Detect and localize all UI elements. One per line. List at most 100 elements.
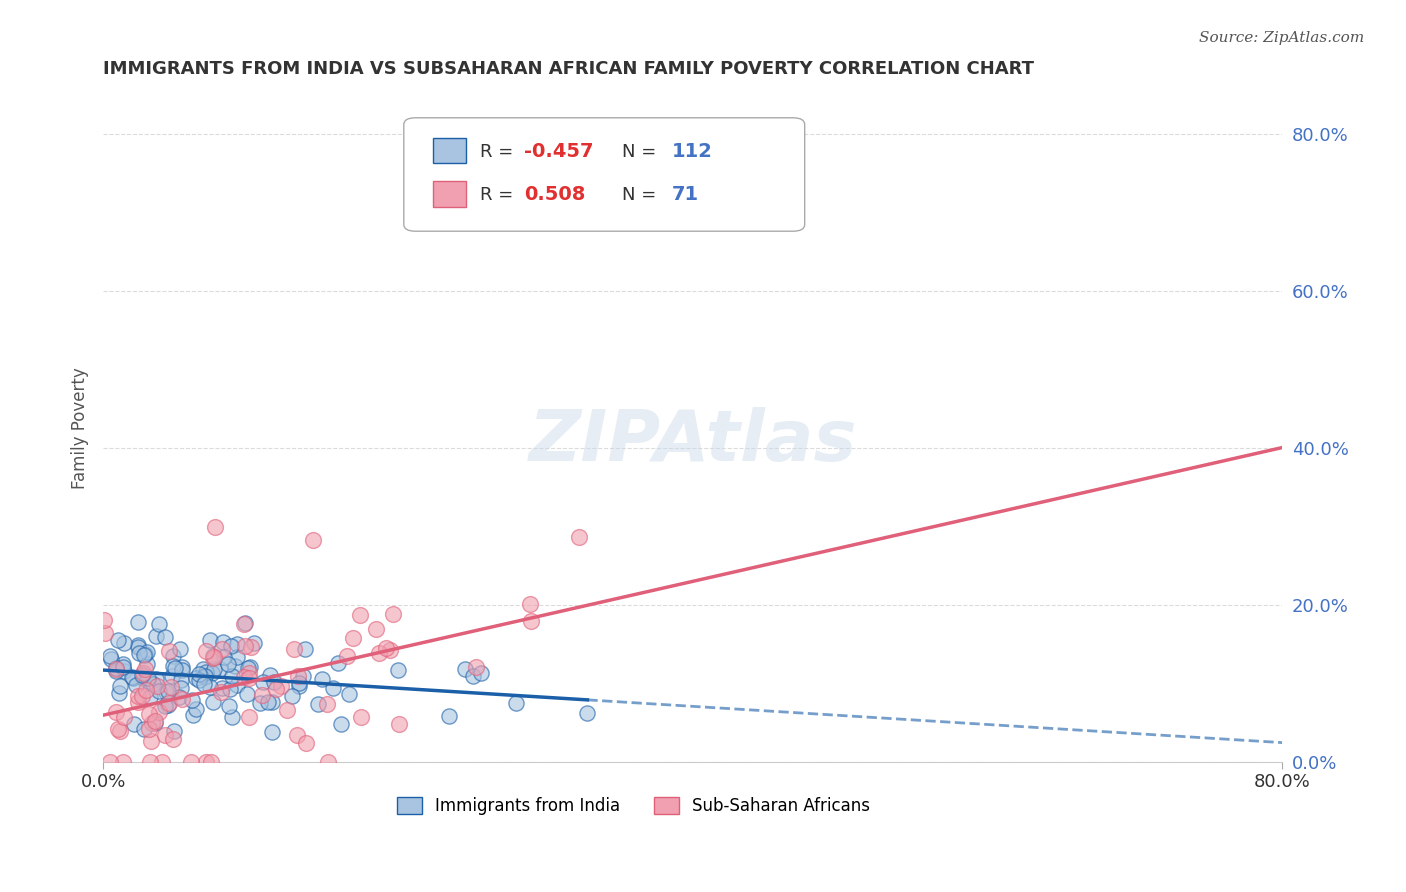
Point <box>180 755 202 769</box>
Point <box>112 660 135 674</box>
Point <box>350 710 373 724</box>
Text: -0.457: -0.457 <box>524 143 593 161</box>
Text: R =: R = <box>481 186 526 203</box>
Point <box>202 649 225 664</box>
Point <box>336 648 359 663</box>
Point <box>576 706 599 720</box>
Point <box>157 698 180 712</box>
Point <box>287 679 309 693</box>
Point <box>316 698 339 712</box>
Point <box>187 667 209 681</box>
Point <box>181 692 204 706</box>
Point <box>208 662 231 676</box>
Point <box>105 706 128 720</box>
Point <box>100 651 122 665</box>
Point <box>249 696 271 710</box>
Text: 71: 71 <box>672 185 699 204</box>
Point <box>187 673 209 687</box>
Point <box>127 694 149 708</box>
Point <box>464 660 486 674</box>
Point <box>236 660 259 674</box>
Point <box>98 648 121 663</box>
Point <box>108 686 131 700</box>
Point <box>374 641 396 656</box>
Point <box>260 725 283 739</box>
Point <box>195 755 218 769</box>
Point <box>145 629 167 643</box>
Point <box>132 722 155 736</box>
Point <box>225 637 247 651</box>
Point <box>138 674 160 689</box>
Point <box>148 616 170 631</box>
Point <box>112 636 135 650</box>
Point <box>252 675 274 690</box>
Point <box>202 662 225 676</box>
Point <box>209 685 232 699</box>
Point <box>107 722 129 736</box>
Point <box>131 689 153 703</box>
Point <box>388 716 411 731</box>
Point <box>378 643 401 657</box>
Text: ZIPAtlas: ZIPAtlas <box>529 407 856 476</box>
Text: 0.508: 0.508 <box>524 185 585 204</box>
Point <box>112 709 135 723</box>
Point <box>567 530 589 544</box>
Point <box>307 697 329 711</box>
Point <box>94 626 117 640</box>
Point <box>280 689 302 703</box>
Point <box>153 728 176 742</box>
Point <box>93 613 115 627</box>
Point <box>145 672 167 686</box>
Point <box>170 663 193 677</box>
Text: Source: ZipAtlas.com: Source: ZipAtlas.com <box>1198 31 1364 45</box>
Point <box>167 690 190 704</box>
Point <box>108 724 131 739</box>
Text: N =: N = <box>621 186 662 203</box>
Point <box>107 633 129 648</box>
Point <box>387 664 409 678</box>
Point <box>226 678 249 692</box>
Point <box>108 679 131 693</box>
Point <box>211 641 233 656</box>
Point <box>238 671 260 685</box>
Point <box>150 755 173 769</box>
Point <box>322 681 344 695</box>
Point <box>135 682 157 697</box>
Point <box>136 671 159 685</box>
Point <box>162 659 184 673</box>
Point <box>195 644 218 658</box>
Point <box>162 648 184 663</box>
Point <box>311 672 333 686</box>
Point <box>470 665 492 680</box>
Point <box>124 716 146 731</box>
Point <box>283 641 305 656</box>
Point <box>294 641 316 656</box>
Point <box>211 635 233 649</box>
Point <box>159 681 181 695</box>
FancyBboxPatch shape <box>433 137 467 163</box>
Legend: Immigrants from India, Sub-Saharan Africans: Immigrants from India, Sub-Saharan Afric… <box>391 790 877 822</box>
Point <box>454 662 477 676</box>
Point <box>170 692 193 706</box>
Point <box>217 657 239 671</box>
Point <box>135 657 157 671</box>
Y-axis label: Family Poverty: Family Poverty <box>72 368 89 489</box>
Point <box>169 642 191 657</box>
Point <box>98 755 121 769</box>
Point <box>132 665 155 680</box>
Point <box>125 678 148 692</box>
Point <box>291 669 314 683</box>
Point <box>186 702 208 716</box>
Point <box>134 648 156 662</box>
Point <box>138 690 160 704</box>
Point <box>337 687 360 701</box>
Point <box>146 679 169 693</box>
Point <box>138 722 160 736</box>
Point <box>198 680 221 694</box>
Point <box>287 669 309 683</box>
Point <box>349 607 371 622</box>
FancyBboxPatch shape <box>404 118 804 231</box>
Point <box>276 703 298 717</box>
Point <box>127 615 149 629</box>
Point <box>285 727 308 741</box>
